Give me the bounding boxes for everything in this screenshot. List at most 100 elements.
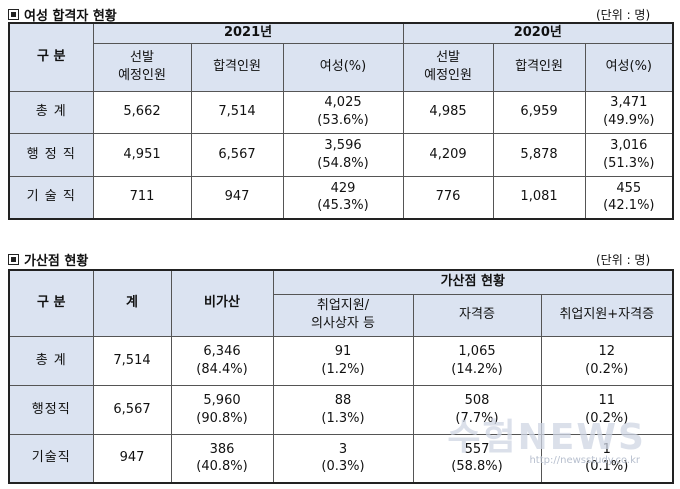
cell: 5,878 [492, 132, 586, 177]
bonus-points-table: 구 분 계 비가산 가산점 현황 취업지원/ 의사상자 등 자격증 취업지원+자… [8, 269, 675, 484]
cell: 7,514 [190, 90, 284, 134]
cell: 3,471 (49.9%) [584, 90, 674, 134]
percent: (0.2%) [585, 361, 629, 377]
percent: (45.3%) [317, 198, 369, 214]
cell: 88 (1.3%) [272, 384, 414, 435]
header-year-2020: 2020년 [402, 22, 674, 44]
value: 386 [209, 441, 235, 457]
value: 455 [616, 180, 642, 196]
table-row: 행정직 6,567 5,960 (90.8%) 88 (1.3%) 508 (7.7%… [8, 384, 674, 435]
cell: 5,662 [92, 90, 192, 134]
cell: 429 (45.3%) [282, 175, 404, 220]
header-employment: 취업지원/ 의사상자 등 [272, 293, 414, 337]
value: 508 [464, 392, 490, 408]
percent: (53.6%) [317, 113, 369, 128]
row-label: 총 계 [8, 335, 94, 386]
cell: 508 (7.7%) [412, 384, 542, 435]
value: 1,065 [458, 343, 496, 359]
percent: (51.3%) [603, 155, 655, 171]
percent: (49.9%) [603, 113, 655, 128]
value: 12 [598, 343, 616, 359]
cell: 1 (0.1%) [540, 433, 674, 484]
cell: 91 (1.2%) [272, 335, 414, 386]
row-label: 기술직 [8, 433, 94, 484]
value: 6,346 [203, 343, 241, 359]
value: 88 [334, 392, 352, 408]
percent: (7.7%) [455, 410, 499, 426]
header-total: 계 [92, 269, 172, 337]
cell: 4,985 [402, 90, 494, 134]
header-label: 구 분 [8, 22, 94, 92]
percent: (0.3%) [321, 459, 365, 475]
percent: (84.4%) [196, 361, 248, 377]
cell: 947 [92, 433, 172, 484]
header-year-2021: 2021년 [92, 22, 404, 44]
cell: 3 (0.3%) [272, 433, 414, 484]
cell: 6,567 [190, 132, 284, 177]
cell: 3,596 (54.8%) [282, 132, 404, 177]
table-row: 행 정 직 4,951 6,567 3,596 (54.8%) 4,209 5,8… [8, 132, 674, 177]
header-passed-2021: 합격인원 [190, 42, 284, 92]
table-row: 기술직 947 386 (40.8%) 3 (0.3%) 557 (58.8%) 1 (… [8, 433, 674, 484]
cell: 6,959 [492, 90, 586, 134]
percent: (0.2%) [585, 410, 629, 426]
cell: 557 (58.8%) [412, 433, 542, 484]
value: 5,960 [203, 392, 241, 408]
value: 4,025 [324, 95, 362, 111]
cell: 1,065 (14.2%) [412, 335, 542, 386]
section1-title: 여성 합격자 현황 [8, 5, 117, 24]
table-row: 총 계 5,662 7,514 4,025 (53.6%) 4,985 6,959… [8, 90, 674, 134]
value: 3,471 [610, 95, 648, 111]
cell: 776 [402, 175, 494, 220]
cell: 4,209 [402, 132, 494, 177]
row-label: 총 계 [8, 90, 94, 134]
header-passed-2020: 합격인원 [492, 42, 586, 92]
section2-unit: (단위 : 명) [596, 253, 651, 267]
header-female-2021: 여성(%) [282, 42, 404, 92]
cell: 455 (42.1%) [584, 175, 674, 220]
header-planned-2021: 선발 예정인원 [92, 42, 192, 92]
female-passers-table: 구 분 2021년 2020년 선발 예정인원 합격인원 여성(%) 선발 예정… [8, 22, 675, 220]
percent: (1.3%) [321, 410, 365, 426]
percent: (14.2%) [451, 361, 503, 377]
percent: (1.2%) [321, 361, 365, 377]
watermark-url: http://newsstudy.co.kr [529, 455, 640, 466]
watermark-logo: 수험NEWS [447, 417, 646, 458]
cell: 1,081 [492, 175, 586, 220]
cell: 711 [92, 175, 192, 220]
cell: 4,951 [92, 132, 192, 177]
header-label: 구 분 [8, 269, 94, 337]
header-certificate: 자격증 [412, 293, 542, 337]
table-row: 기 술 직 711 947 429 (45.3%) 776 1,081 455 (4… [8, 175, 674, 220]
cell: 7,514 [92, 335, 172, 386]
cell: 386 (40.8%) [170, 433, 274, 484]
cell: 5,960 (90.8%) [170, 384, 274, 435]
square-bullet-icon [8, 9, 19, 20]
percent: (58.8%) [451, 459, 503, 475]
section2-title: 가산점 현황 [8, 250, 88, 269]
value: 3 [338, 441, 348, 457]
cell: 6,567 [92, 384, 172, 435]
percent: (54.8%) [317, 155, 369, 171]
cell: 4,025 (53.6%) [282, 90, 404, 134]
value: 3,016 [610, 137, 648, 153]
percent: (40.8%) [196, 459, 248, 475]
header-none: 비가산 [170, 269, 274, 337]
cell: 12 (0.2%) [540, 335, 674, 386]
value: 1 [602, 441, 611, 457]
value: 557 [464, 441, 490, 457]
table-row: 총 계 7,514 6,346 (84.4%) 91 (1.2%) 1,065 (14… [8, 335, 674, 386]
cell: 11 (0.2%) [540, 384, 674, 435]
header-group: 가산점 현황 [272, 269, 674, 295]
value: 429 [330, 180, 356, 196]
cell: 947 [190, 175, 284, 220]
square-bullet-icon [8, 254, 19, 265]
percent: (0.1%) [585, 459, 629, 475]
cell: 3,016 (51.3%) [584, 132, 674, 177]
cell: 6,346 (84.4%) [170, 335, 274, 386]
header-female-2020: 여성(%) [584, 42, 674, 92]
section1-unit: (단위 : 명) [596, 8, 651, 22]
header-planned-2020: 선발 예정인원 [402, 42, 494, 92]
row-label: 기 술 직 [8, 175, 94, 220]
row-label: 행정직 [8, 384, 94, 435]
